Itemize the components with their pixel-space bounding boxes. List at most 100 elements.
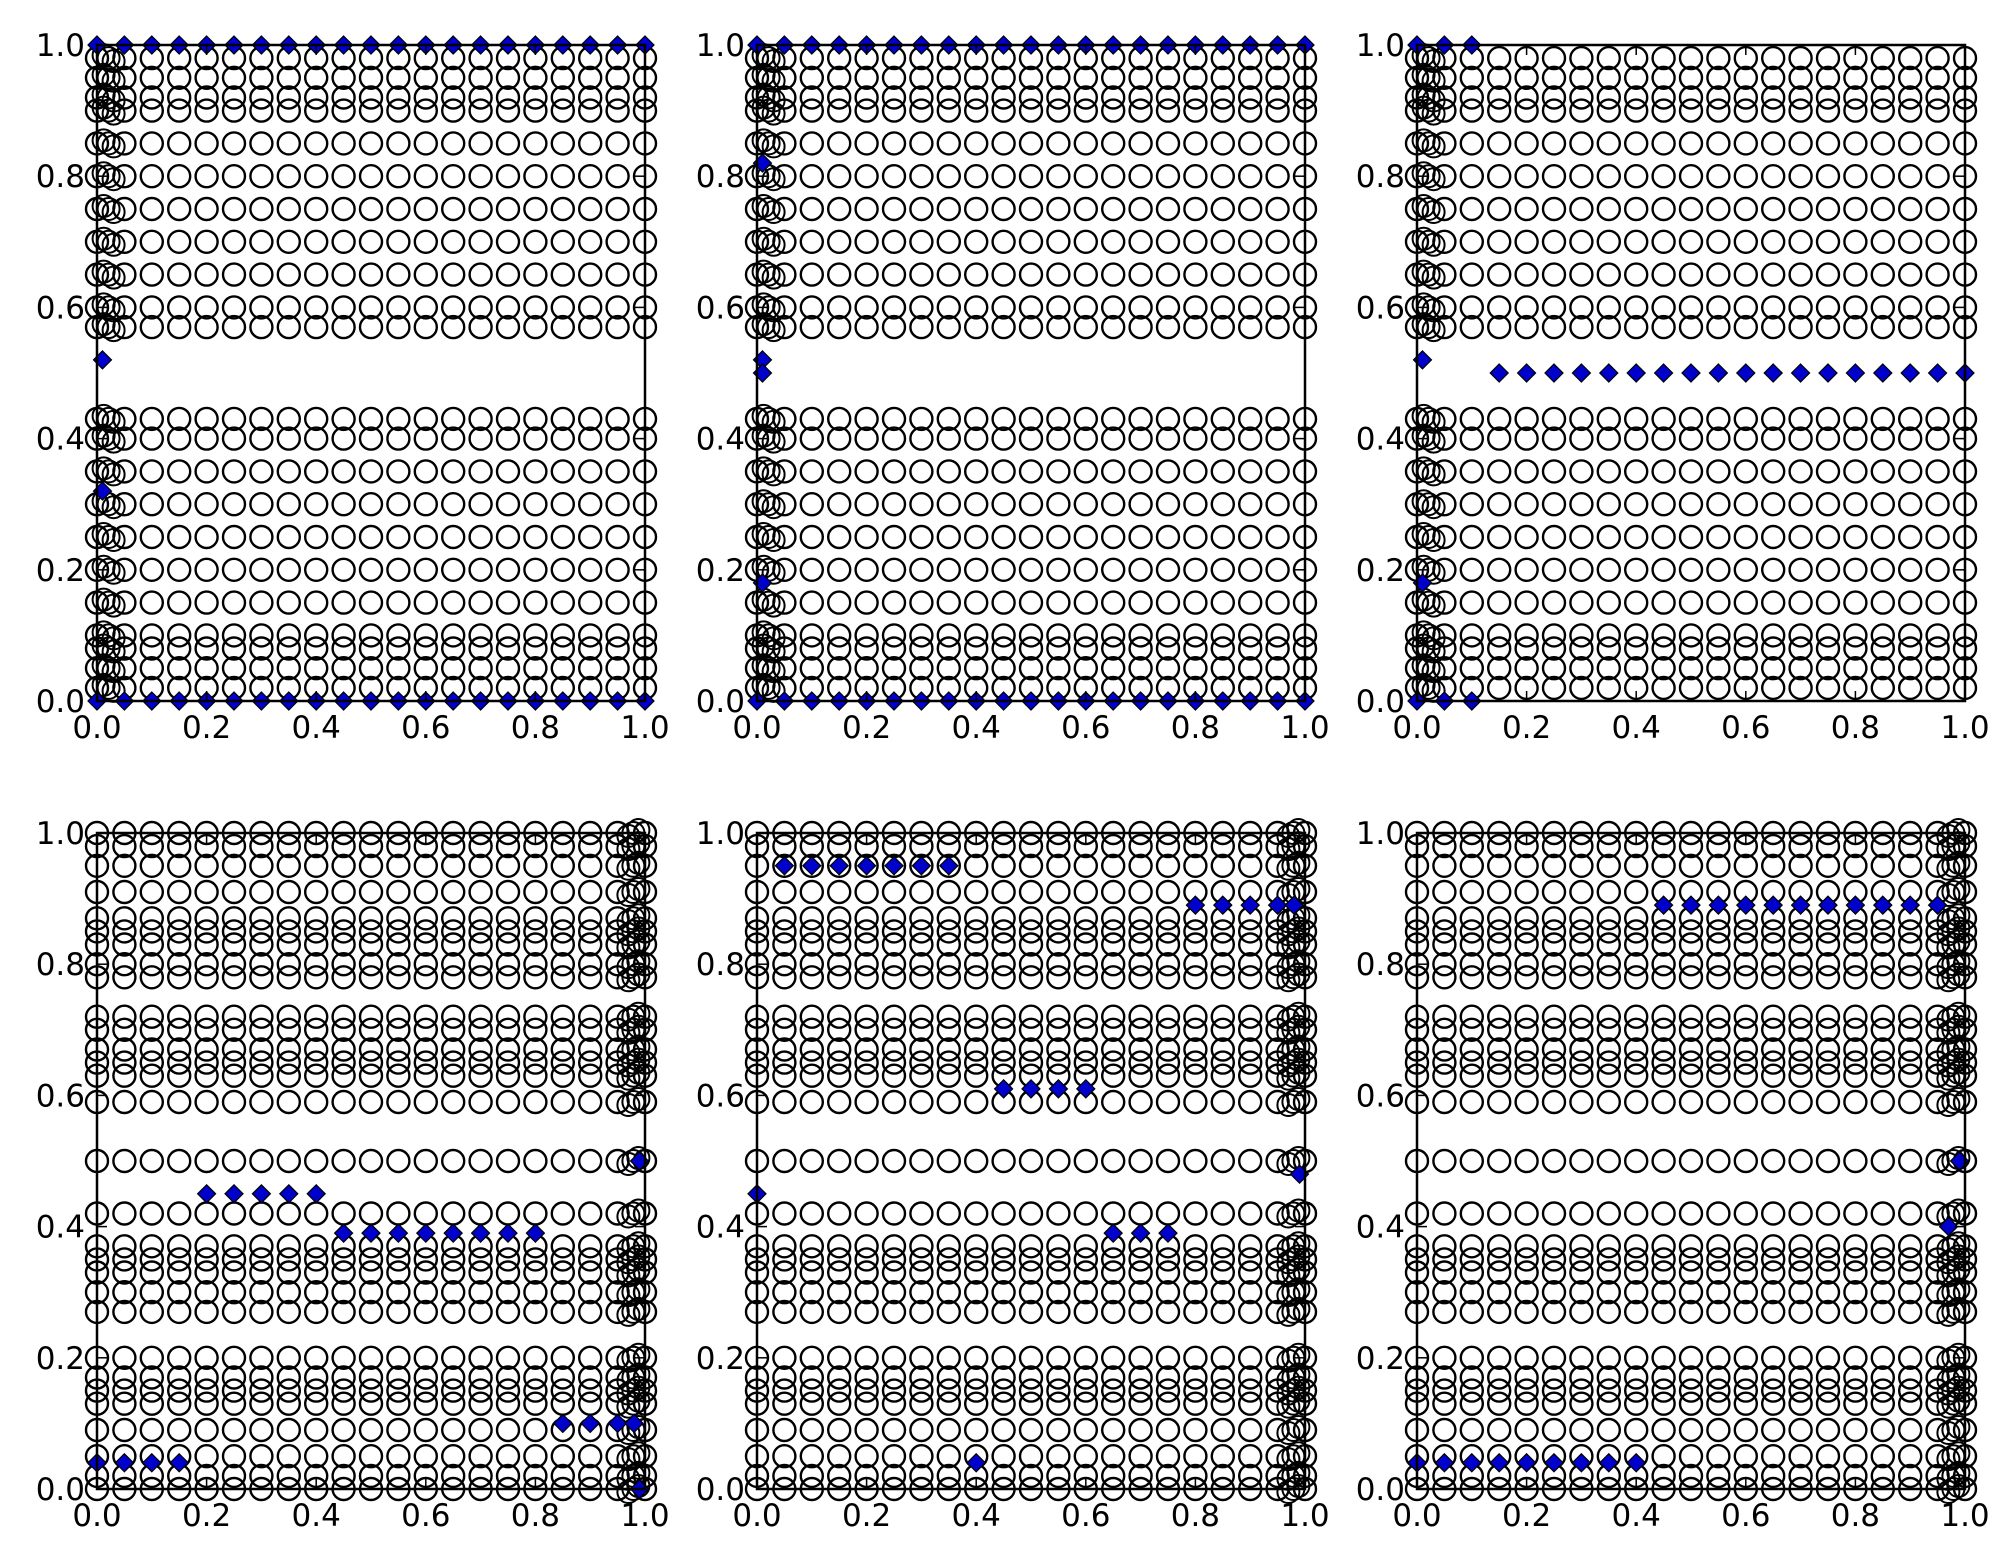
circle-marker <box>1760 314 1786 340</box>
circle-marker <box>550 229 575 255</box>
circle-marker <box>304 1037 329 1062</box>
circle-marker <box>1678 952 1704 977</box>
circle-marker <box>1432 1089 1457 1115</box>
diamond-marker <box>938 855 959 876</box>
circle-marker <box>1788 262 1813 287</box>
circle-marker <box>276 1004 301 1029</box>
circle-marker <box>854 853 879 878</box>
circle-marker <box>881 98 907 123</box>
circle-marker <box>1128 98 1153 123</box>
circle-marker <box>1155 1201 1181 1226</box>
circle-marker <box>194 965 219 990</box>
circle-marker <box>358 229 384 255</box>
circle-marker <box>441 65 466 91</box>
circle-marker <box>1541 879 1567 905</box>
circle-marker <box>112 1148 137 1174</box>
diamond-marker <box>1763 895 1784 916</box>
circle-marker <box>249 65 274 91</box>
circle-marker <box>495 1345 521 1371</box>
circle-marker <box>578 879 603 905</box>
circle-marker <box>194 1378 219 1403</box>
circle-marker <box>1706 1234 1731 1259</box>
circle-marker <box>276 1050 301 1075</box>
circle-marker <box>441 590 466 615</box>
circle-marker <box>799 426 824 451</box>
circle-marker <box>1651 1017 1676 1043</box>
circle-marker-edge <box>1421 232 1446 257</box>
circle-marker <box>936 163 961 189</box>
circle-marker <box>854 1201 879 1226</box>
circle-marker-edge <box>1276 909 1301 934</box>
circle-marker <box>1788 196 1813 222</box>
circle-marker <box>1237 524 1263 550</box>
circle-marker <box>249 1234 274 1259</box>
circle-marker <box>772 952 797 977</box>
circle-marker <box>550 557 575 582</box>
circle-marker <box>881 1148 907 1174</box>
circle-marker <box>1596 879 1622 905</box>
circle-marker <box>1897 623 1923 648</box>
circle-marker <box>1651 1089 1676 1115</box>
circle-marker <box>799 524 824 550</box>
circle-marker <box>799 314 824 340</box>
circle-marker <box>605 163 630 189</box>
circle-marker <box>936 1148 961 1174</box>
circle-marker <box>1486 314 1512 340</box>
circle-marker <box>1100 1299 1126 1325</box>
circle-marker <box>1128 1365 1153 1390</box>
circle-marker <box>304 1279 329 1305</box>
circle-marker <box>1541 557 1567 582</box>
circle-marker <box>1183 196 1208 222</box>
circle-marker <box>194 932 219 957</box>
circle-marker <box>1843 590 1868 615</box>
circle-marker <box>441 295 466 320</box>
y-tick-label: 0.2 <box>696 553 745 589</box>
circle-marker <box>1569 1299 1594 1325</box>
circle-marker <box>441 1247 466 1272</box>
circle-marker <box>964 65 989 91</box>
circle-marker <box>1155 1063 1181 1088</box>
circle-marker <box>1760 1365 1786 1390</box>
circle-marker <box>1486 1260 1512 1285</box>
circle-marker <box>1018 965 1044 990</box>
circle-marker <box>1459 1260 1485 1285</box>
circle-marker <box>1018 131 1044 156</box>
circle-marker <box>221 1417 247 1443</box>
circle-marker <box>139 1148 165 1174</box>
circle-marker <box>1073 426 1099 451</box>
circle-marker <box>1596 1201 1622 1226</box>
y-tick-label: 1.0 <box>36 816 85 852</box>
circle-marker <box>221 1037 247 1062</box>
circle-marker <box>1870 229 1896 255</box>
circle-marker <box>1569 879 1594 905</box>
circle-marker <box>1514 65 1539 91</box>
circle-marker <box>605 406 630 432</box>
circle-marker-edge <box>1421 409 1446 434</box>
circle-marker <box>358 590 384 615</box>
circle-marker <box>1651 636 1676 661</box>
circle-marker <box>468 1004 493 1029</box>
circle-marker-edge <box>1421 49 1446 74</box>
circle-marker <box>1486 1234 1512 1259</box>
circle-marker <box>991 65 1016 91</box>
circle-marker <box>1815 590 1841 615</box>
circle-marker <box>1432 952 1457 977</box>
y-tick-label: 0.8 <box>36 947 85 983</box>
circle-marker <box>909 853 934 878</box>
circle-marker <box>1733 1378 1759 1403</box>
circle-marker <box>413 492 438 517</box>
circle-marker <box>358 1299 384 1325</box>
circle-marker <box>358 1279 384 1305</box>
circle-marker <box>166 1378 192 1403</box>
circle-marker <box>1843 1345 1868 1371</box>
circle-marker <box>936 98 961 123</box>
circle-marker <box>1733 1443 1759 1469</box>
circle-marker-edge <box>101 528 126 552</box>
circle-marker <box>854 1063 879 1088</box>
circle-marker <box>1046 833 1071 859</box>
circle-marker <box>1514 1063 1539 1088</box>
circle-marker <box>1678 1050 1704 1075</box>
circle-marker <box>358 406 384 432</box>
circle-marker <box>1678 1017 1704 1043</box>
circle-marker <box>936 1417 961 1443</box>
